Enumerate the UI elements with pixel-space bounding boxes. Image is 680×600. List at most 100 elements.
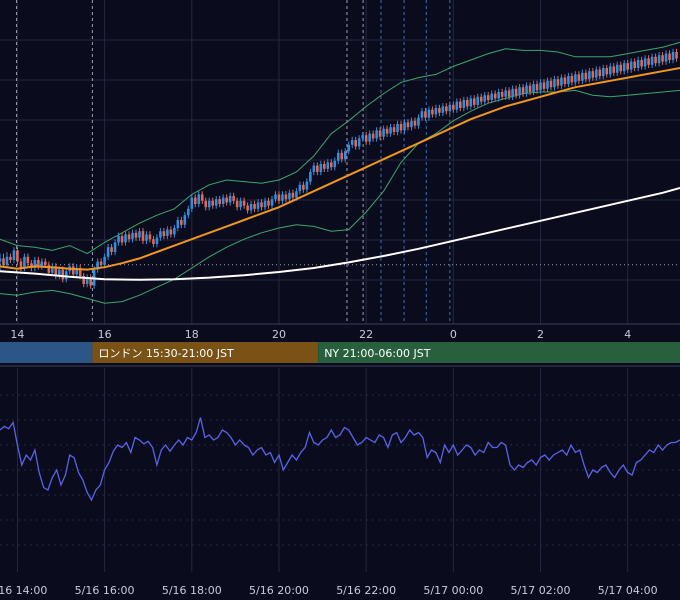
candle-body: [354, 140, 357, 147]
candle-body: [553, 79, 556, 88]
candle-body: [452, 104, 455, 110]
candle-body: [33, 260, 37, 268]
candle-body: [640, 60, 643, 67]
candle-body: [563, 77, 567, 84]
candle-body: [23, 256, 26, 268]
candle-body: [399, 124, 403, 131]
candle-body: [479, 96, 483, 102]
candle-body: [82, 276, 85, 284]
session-markers: [16, 0, 451, 324]
candle-body: [176, 220, 180, 228]
candle-body: [110, 247, 113, 252]
candle-body: [668, 53, 671, 60]
candle-body: [113, 242, 117, 252]
candle-body: [44, 261, 47, 265]
candle-body: [445, 106, 448, 112]
candle-body: [357, 138, 361, 147]
candle-body: [54, 266, 58, 276]
candle-body: [448, 104, 452, 112]
candle-body: [500, 92, 504, 97]
x-tick-label: 14: [10, 328, 24, 341]
candle-body: [180, 220, 183, 225]
osc-x-tick-label: 5/16 18:00: [162, 584, 222, 597]
candle-body: [145, 234, 148, 241]
candle-body: [263, 200, 267, 208]
candle-body: [75, 268, 79, 275]
candle-body: [605, 68, 609, 75]
candle-body: [514, 88, 518, 96]
bollinger-band-line: [0, 41, 680, 255]
candle-body: [120, 236, 124, 243]
candle-body: [535, 84, 539, 91]
x-tick-label: 2: [537, 328, 544, 341]
candle-body: [319, 164, 323, 172]
candle-body: [368, 133, 371, 142]
main-x-axis: 14 16 18 20 22 0 2 4: [10, 328, 631, 341]
candle-body: [459, 101, 462, 108]
candle-body: [270, 199, 274, 206]
candle-body: [211, 200, 215, 206]
osc-x-tick-label: 5/16 14:00: [0, 584, 47, 597]
candle-body: [584, 72, 588, 80]
candle-body: [581, 72, 584, 81]
candle-body: [242, 200, 246, 206]
candle-body: [256, 202, 260, 209]
candle-body: [249, 204, 253, 211]
candle-body: [288, 192, 291, 200]
candle-body: [274, 194, 277, 200]
candle-body: [671, 52, 675, 60]
candle-body: [601, 68, 605, 76]
candle-body: [187, 208, 190, 216]
osc-x-tick-label: 5/16 20:00: [249, 584, 309, 597]
candle-body: [281, 194, 284, 201]
oscillator-panel: 5/16 14:00 5/16 16:00 5/16 18:00 5/16 20:00…: [0, 368, 680, 597]
candle-body: [162, 231, 166, 236]
moving-average-white: [0, 187, 680, 281]
candle-body: [661, 55, 664, 62]
candle-body: [389, 127, 392, 134]
candle-body: [78, 268, 82, 276]
session-band: [0, 342, 93, 363]
candle-body: [106, 247, 110, 257]
candle-body: [424, 111, 427, 118]
candle-body: [5, 256, 9, 265]
candle-body: [647, 58, 650, 65]
candle-body: [490, 93, 493, 100]
candle-body: [309, 172, 312, 182]
candle-body: [577, 74, 581, 81]
candle-body: [246, 205, 249, 211]
candle-body: [152, 239, 155, 244]
candle-body: [462, 100, 466, 108]
candle-body: [664, 53, 668, 62]
candle-body: [148, 234, 152, 240]
candle-body: [595, 69, 598, 78]
candle-body: [214, 199, 218, 206]
candle-body: [574, 74, 577, 83]
candle-body: [472, 98, 476, 105]
osc-x-tick-label: 5/17 02:00: [511, 584, 571, 597]
candle-body: [173, 228, 176, 235]
candle-body: [134, 232, 138, 238]
candle-body: [155, 237, 159, 244]
candle-body: [218, 199, 221, 204]
candle-body: [465, 100, 469, 107]
candle-body: [438, 108, 441, 113]
candle-body: [19, 261, 23, 268]
candle-body: [570, 76, 574, 83]
candle-body: [30, 263, 33, 268]
candle-body: [364, 135, 368, 142]
candle-body: [64, 271, 68, 280]
candle-body: [183, 215, 187, 225]
candle-body: [190, 197, 194, 209]
osc-x-tick-label: 5/16 22:00: [336, 584, 396, 597]
candle-body: [591, 71, 595, 78]
candle-body: [302, 184, 305, 190]
candle-body: [657, 55, 661, 64]
candle-body: [232, 196, 235, 201]
candle-body: [629, 61, 633, 70]
candle-body: [37, 260, 40, 267]
candle-body: [504, 90, 507, 97]
session-band: [92, 342, 319, 363]
candle-body: [427, 109, 431, 118]
